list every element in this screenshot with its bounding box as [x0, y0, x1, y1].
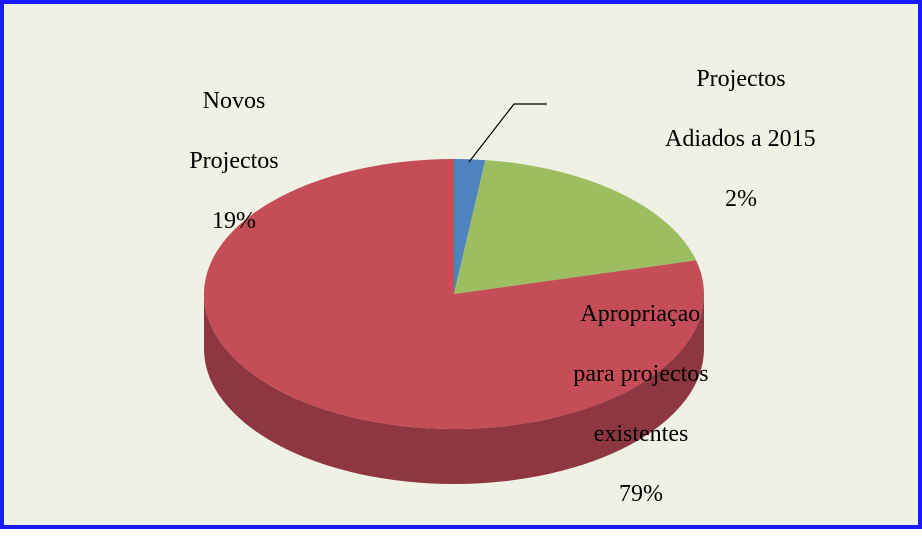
- chart-frame: Projectos Adiados a 2015 2% Novos Projec…: [0, 0, 922, 529]
- label-line: Novos: [203, 88, 266, 114]
- label-percent: 2%: [725, 186, 757, 212]
- label-line: para projectos: [573, 361, 708, 387]
- label-line: existentes: [594, 421, 689, 447]
- label-projectos-adiados: Projectos Adiados a 2015 2%: [629, 34, 829, 244]
- label-percent: 19%: [212, 208, 256, 234]
- label-percent: 79%: [619, 481, 663, 507]
- label-line: Adiados a 2015: [665, 126, 816, 152]
- label-line: Projectos: [189, 148, 278, 174]
- label-line: Projectos: [696, 66, 785, 92]
- label-novos-projectos: Novos Projectos 19%: [122, 56, 322, 266]
- label-line: Apropriaçao: [580, 301, 700, 327]
- label-apropriacao: Apropriaçao para projectos existentes 79…: [514, 269, 744, 539]
